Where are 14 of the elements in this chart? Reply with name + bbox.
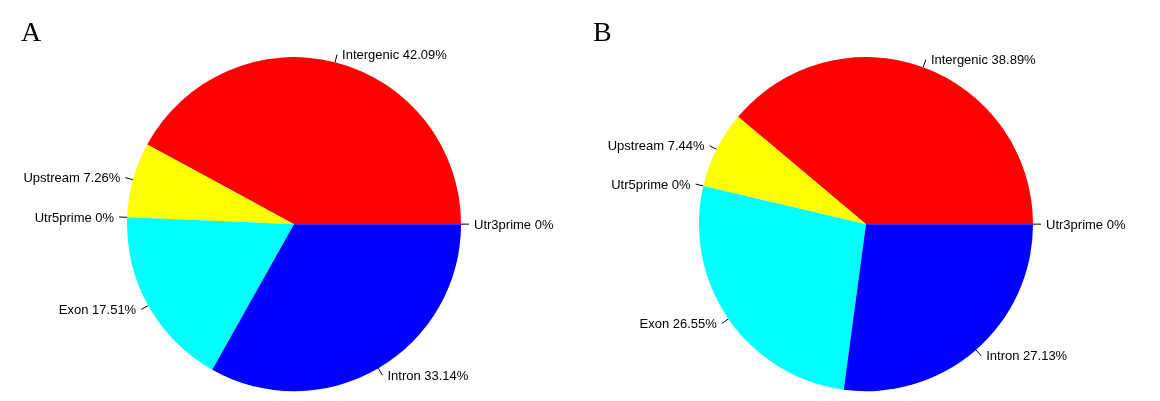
category-label: Utr5prime 0% <box>34 209 115 225</box>
legend-label: Utr3prime 0% <box>1046 216 1126 232</box>
chart-title: B <box>593 15 612 47</box>
slice-label: Intron 33.14% <box>387 367 469 383</box>
slice-label: Upstream 7.44% <box>607 138 705 154</box>
slice-label: Exon 17.51% <box>58 301 137 317</box>
category-label: Utr5prime 0% <box>611 176 691 192</box>
slice-label: Intergenic 38.89% <box>930 52 1037 68</box>
slice-label: Upstream 7.26% <box>23 170 121 186</box>
chart-title: A <box>21 15 42 47</box>
slice-label: Intron 27.13% <box>986 348 1068 364</box>
slice-label: Exon 26.55% <box>639 315 718 331</box>
slice-label: Intergenic 42.09% <box>342 47 448 62</box>
legend-label: Utr3prime 0% <box>474 216 554 232</box>
